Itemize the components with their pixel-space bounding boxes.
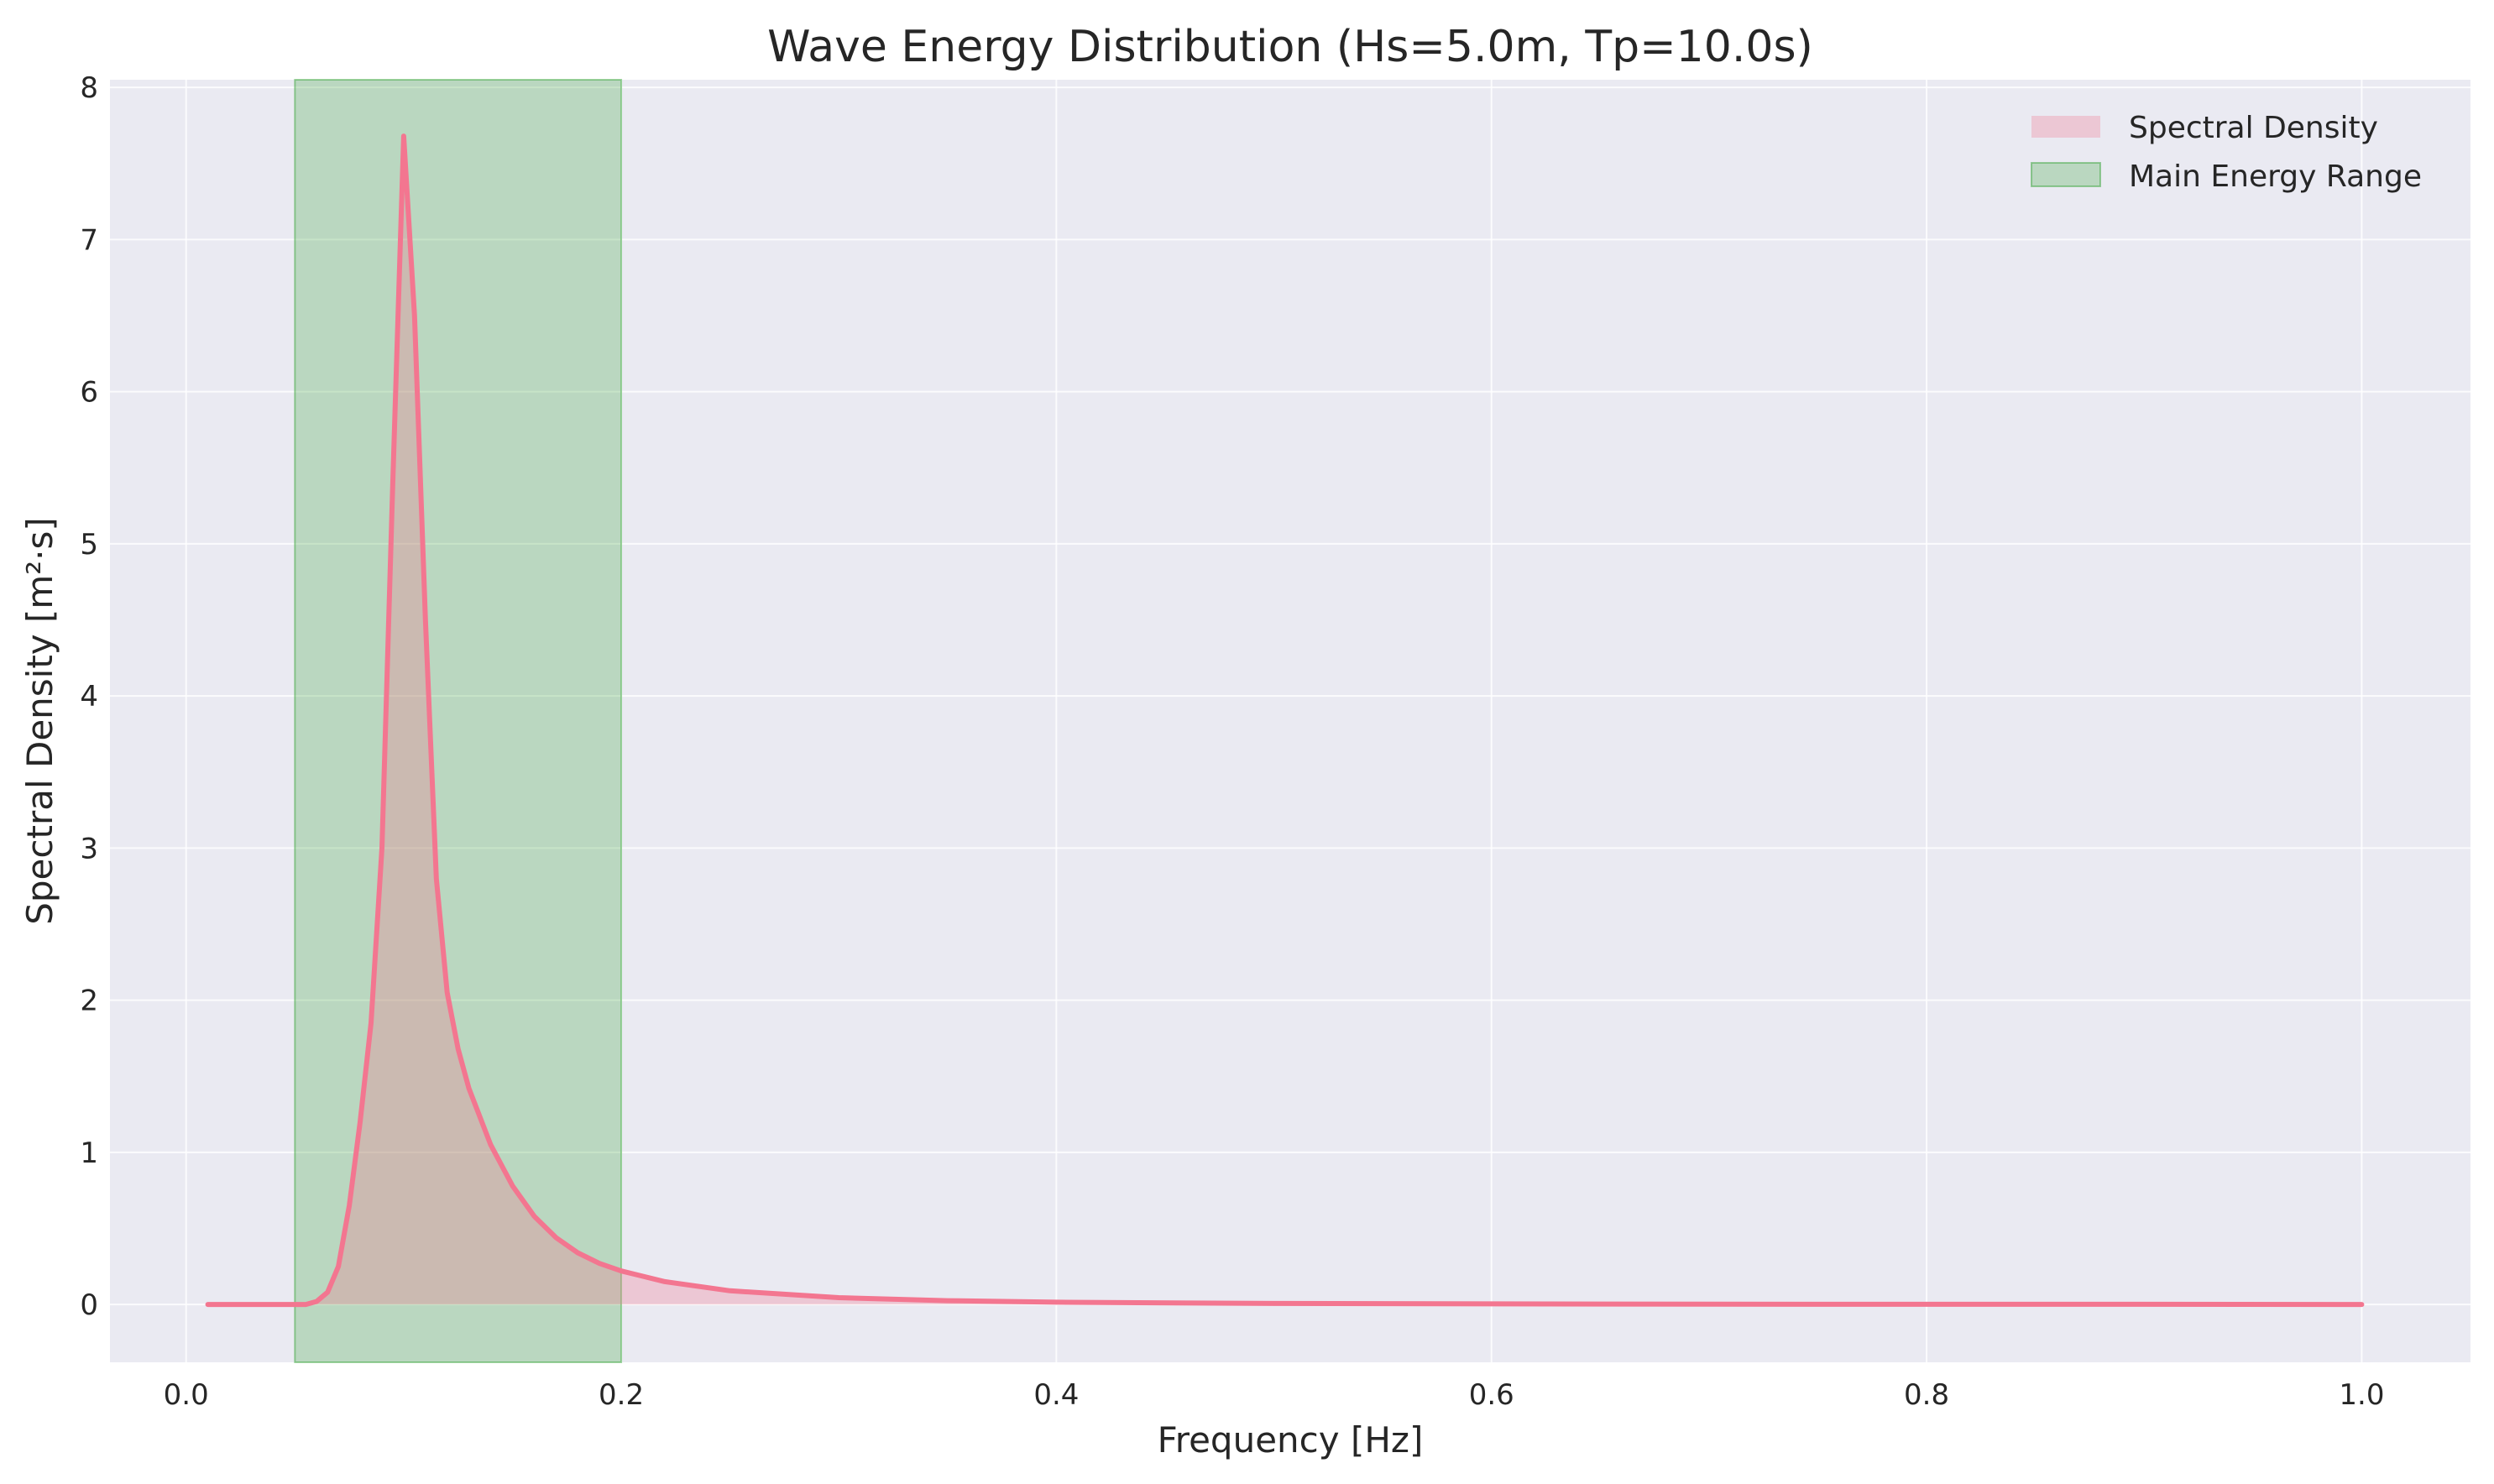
y-tick-label: 1 <box>80 1137 98 1170</box>
legend-swatch-spectral-density <box>2031 116 2100 138</box>
x-tick-label: 0.6 <box>1469 1378 1514 1412</box>
y-tick-label: 7 <box>80 223 98 257</box>
y-tick-label: 4 <box>80 680 98 713</box>
highlight-bands <box>294 79 623 1363</box>
y-axis-title: Spectral Density [m²·s] <box>19 517 60 925</box>
y-tick-label: 6 <box>80 376 98 410</box>
grid-lines <box>110 80 2470 1362</box>
main-energy-range-band <box>294 79 623 1363</box>
y-tick-label: 2 <box>80 985 98 1018</box>
x-tick-label: 0.4 <box>1033 1378 1079 1412</box>
y-tick-label: 8 <box>80 71 98 105</box>
tick-labels: 0.0 0.2 0.4 0.6 0.8 1.0 0 1 2 3 4 5 6 7 8 <box>80 71 2384 1412</box>
legend-label-spectral-density: Spectral Density <box>2129 111 2378 145</box>
x-axis-title: Frequency [Hz] <box>1158 1419 1424 1460</box>
y-tick-label: 0 <box>80 1288 98 1322</box>
chart-title: Wave Energy Distribution (Hs=5.0m, Tp=10… <box>767 22 1813 72</box>
x-tick-label: 0.8 <box>1904 1378 1949 1412</box>
x-tick-label: 1.0 <box>2339 1378 2384 1412</box>
spectral-density-fill <box>207 136 2362 1305</box>
y-tick-label: 3 <box>80 832 98 865</box>
series-layer <box>205 133 2365 1308</box>
x-tick-label: 0.0 <box>164 1378 209 1412</box>
y-tick-label: 5 <box>80 528 98 562</box>
legend-label-main-energy-range: Main Energy Range <box>2129 159 2422 194</box>
x-tick-label: 0.2 <box>599 1378 644 1412</box>
spectral-density-line <box>205 133 2365 1308</box>
plot-background <box>110 80 2470 1362</box>
legend-swatch-main-energy-range <box>2031 162 2101 187</box>
legend: Spectral Density Main Energy Range <box>2031 111 2422 194</box>
